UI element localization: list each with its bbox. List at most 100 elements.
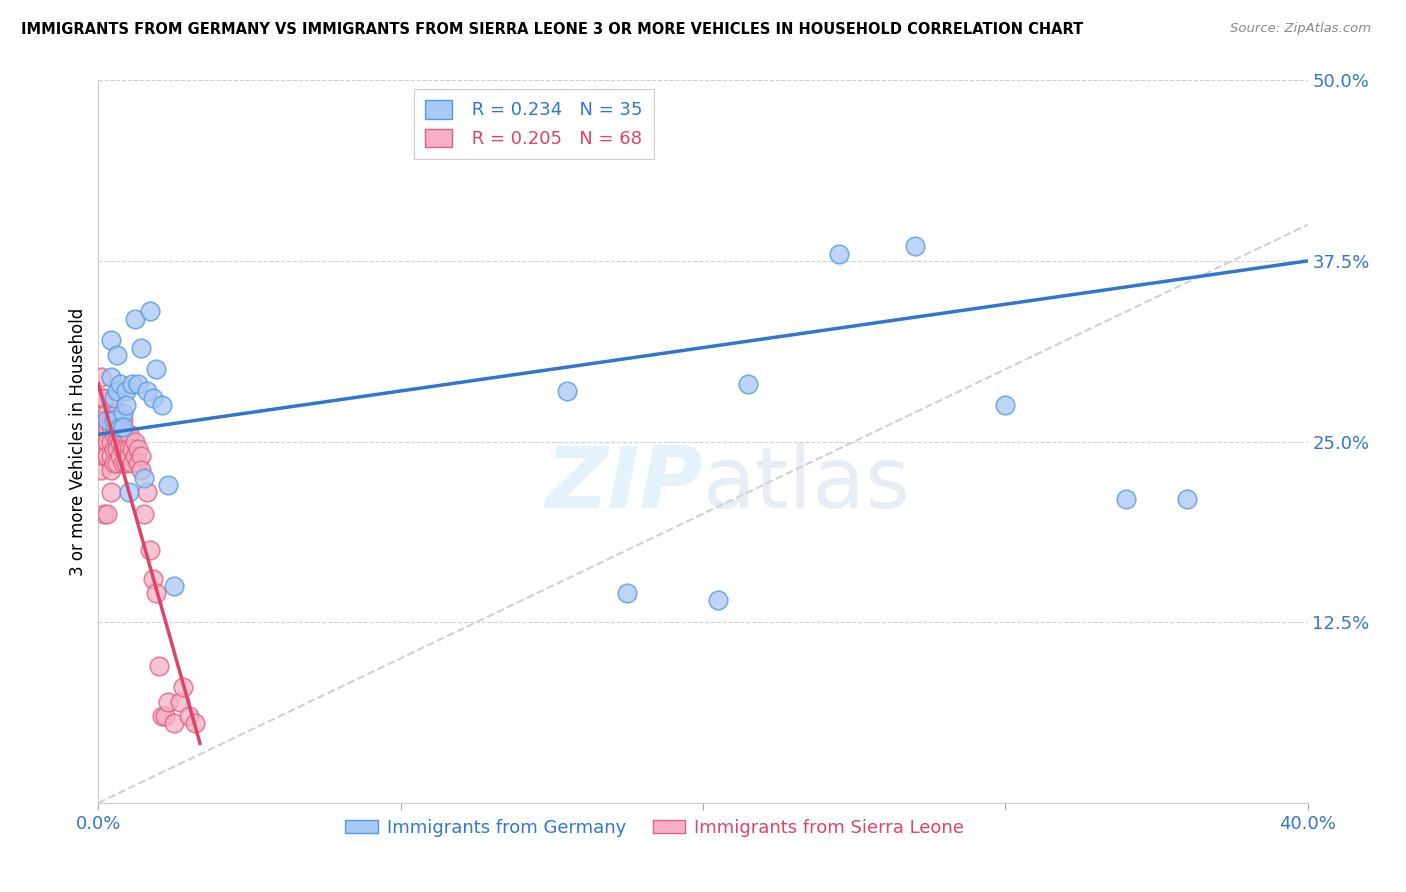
Point — [118, 449, 141, 463]
Legend: Immigrants from Germany, Immigrants from Sierra Leone: Immigrants from Germany, Immigrants from… — [337, 812, 972, 845]
Point — [163, 716, 186, 731]
Point — [105, 348, 128, 362]
Text: ZIP: ZIP — [546, 443, 703, 526]
Point — [103, 406, 125, 420]
Point — [105, 406, 128, 420]
Point — [114, 456, 136, 470]
Point — [93, 427, 115, 442]
Point — [111, 406, 134, 420]
Point — [93, 507, 115, 521]
Point — [111, 413, 134, 427]
Text: atlas: atlas — [703, 443, 911, 526]
Point — [129, 463, 152, 477]
Point — [90, 463, 112, 477]
Point — [172, 680, 194, 694]
Point — [105, 456, 128, 470]
Point — [179, 709, 201, 723]
Point — [100, 420, 122, 434]
Point — [127, 376, 149, 391]
Point — [96, 434, 118, 449]
Point — [707, 593, 730, 607]
Point — [127, 442, 149, 456]
Point — [105, 413, 128, 427]
Point — [93, 391, 115, 405]
Point — [153, 709, 176, 723]
Point — [90, 413, 112, 427]
Point — [994, 398, 1017, 412]
Point — [105, 434, 128, 449]
Point — [103, 391, 125, 405]
Point — [100, 369, 122, 384]
Point — [93, 442, 115, 456]
Point — [96, 420, 118, 434]
Point — [148, 658, 170, 673]
Point — [105, 442, 128, 456]
Point — [103, 427, 125, 442]
Point — [118, 442, 141, 456]
Point — [828, 246, 851, 260]
Point — [103, 420, 125, 434]
Text: IMMIGRANTS FROM GERMANY VS IMMIGRANTS FROM SIERRA LEONE 3 OR MORE VEHICLES IN HO: IMMIGRANTS FROM GERMANY VS IMMIGRANTS FR… — [21, 22, 1084, 37]
Point — [90, 369, 112, 384]
Point — [124, 449, 146, 463]
Point — [150, 709, 173, 723]
Point — [96, 449, 118, 463]
Point — [93, 449, 115, 463]
Point — [114, 442, 136, 456]
Point — [139, 542, 162, 557]
Point — [139, 304, 162, 318]
Point — [100, 334, 122, 348]
Point — [103, 456, 125, 470]
Point — [103, 442, 125, 456]
Point — [108, 420, 131, 434]
Point — [150, 398, 173, 412]
Point — [93, 413, 115, 427]
Point — [163, 579, 186, 593]
Text: Source: ZipAtlas.com: Source: ZipAtlas.com — [1230, 22, 1371, 36]
Point — [96, 413, 118, 427]
Point — [100, 449, 122, 463]
Point — [121, 456, 143, 470]
Point — [111, 456, 134, 470]
Point — [111, 420, 134, 434]
Point — [555, 384, 578, 398]
Point — [100, 485, 122, 500]
Y-axis label: 3 or more Vehicles in Household: 3 or more Vehicles in Household — [69, 308, 87, 575]
Point — [100, 434, 122, 449]
Point — [904, 239, 927, 253]
Point — [132, 507, 155, 521]
Point — [100, 463, 122, 477]
Point — [103, 413, 125, 427]
Point — [108, 434, 131, 449]
Point — [129, 341, 152, 355]
Point — [616, 586, 638, 600]
Point — [118, 427, 141, 442]
Point — [114, 398, 136, 412]
Point — [169, 695, 191, 709]
Point — [145, 586, 167, 600]
Point — [124, 434, 146, 449]
Point — [121, 376, 143, 391]
Point — [737, 376, 759, 391]
Point — [118, 485, 141, 500]
Point — [105, 384, 128, 398]
Point — [108, 449, 131, 463]
Point — [96, 406, 118, 420]
Point — [156, 695, 179, 709]
Point — [105, 427, 128, 442]
Point — [135, 485, 157, 500]
Point — [142, 572, 165, 586]
Point — [145, 362, 167, 376]
Point — [114, 384, 136, 398]
Point — [142, 391, 165, 405]
Point — [114, 427, 136, 442]
Point — [184, 716, 207, 731]
Point — [132, 470, 155, 484]
Point — [127, 456, 149, 470]
Point — [90, 391, 112, 405]
Point — [156, 478, 179, 492]
Point — [100, 413, 122, 427]
Point — [1175, 492, 1198, 507]
Point — [108, 413, 131, 427]
Point — [135, 384, 157, 398]
